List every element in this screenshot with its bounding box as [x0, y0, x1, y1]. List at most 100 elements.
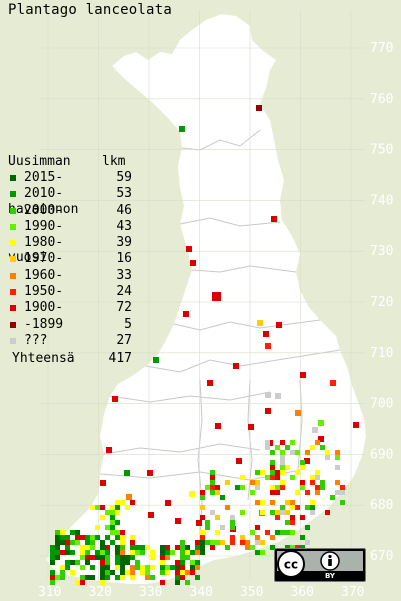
occurrence-square [125, 505, 130, 510]
occurrence-square [130, 565, 135, 570]
y-tick-label: 710 [370, 346, 393, 361]
occurrence-square [105, 550, 110, 555]
occurrence-square [95, 525, 100, 530]
occurrence-square [120, 540, 125, 545]
occurrence-square [100, 575, 105, 580]
occurrence-square [85, 560, 90, 565]
occurrence-square [115, 555, 120, 560]
occurrence-square [65, 560, 70, 565]
occurrence-square [210, 485, 215, 490]
occurrence-square [110, 540, 115, 545]
occurrence-square [115, 510, 120, 515]
occurrence-square [85, 555, 90, 560]
occurrence-square [250, 530, 255, 535]
occurrence-square [115, 550, 120, 555]
occurrence-square [245, 540, 250, 545]
occurrence-square [236, 458, 242, 464]
occurrence-square [130, 570, 135, 575]
cc-by-license-badge[interactable]: cc BY [274, 548, 366, 582]
occurrence-square [145, 545, 150, 550]
x-axis-ticks: 310 320 330 340 350 360 370 [38, 585, 364, 600]
y-tick-label: 720 [370, 295, 393, 310]
y-tick-label: 670 [370, 549, 393, 564]
occurrence-square [210, 475, 215, 480]
x-tick-label: 310 [38, 585, 61, 600]
occurrence-square [105, 565, 110, 570]
occurrence-square [265, 408, 271, 414]
occurrence-square [190, 565, 195, 570]
legend-period: 1970- [24, 251, 64, 267]
legend-period: 1950- [24, 284, 64, 300]
occurrence-square [95, 555, 100, 560]
occurrence-square [65, 540, 70, 545]
occurrence-square [215, 530, 220, 535]
occurrence-square [230, 525, 235, 530]
occurrence-square [160, 560, 165, 565]
occurrence-square [270, 545, 275, 550]
occurrence-square [65, 550, 70, 555]
occurrence-square [100, 550, 105, 555]
y-tick-label: 760 [370, 92, 393, 107]
occurrence-square [115, 530, 120, 535]
x-tick-label: 340 [190, 585, 213, 600]
legend-period: 1990- [24, 218, 64, 234]
occurrence-square [65, 545, 70, 550]
occurrence-square [130, 550, 135, 555]
occurrence-square [276, 322, 282, 328]
occurrence-square [271, 216, 277, 222]
occurrence-square [85, 540, 90, 545]
occurrence-square [115, 535, 120, 540]
occurrence-square [60, 570, 65, 575]
occurrence-square [195, 565, 200, 570]
occurrence-square [55, 535, 60, 540]
occurrence-square [60, 550, 65, 555]
occurrence-square [175, 570, 180, 575]
occurrence-square [285, 520, 290, 525]
occurrence-square [140, 570, 145, 575]
occurrence-square [85, 545, 90, 550]
occurrence-square [153, 357, 159, 363]
occurrence-square [230, 540, 235, 545]
occurrence-square [200, 505, 205, 510]
legend-row: 2000- 46 [8, 203, 132, 219]
occurrence-square [130, 555, 135, 560]
occurrence-square [330, 495, 335, 500]
legend: Uusimman havainnon vuosi lkm 2015- 59 2010… [8, 122, 132, 367]
occurrence-square [265, 475, 270, 480]
x-tick-label: 320 [89, 585, 112, 600]
occurrence-square [189, 491, 195, 497]
occurrence-square [140, 545, 145, 550]
occurrence-square [70, 570, 75, 575]
legend-count: 5 [124, 316, 132, 332]
occurrence-square [300, 515, 305, 520]
legend-count: 53 [116, 186, 132, 202]
occurrence-square [315, 475, 320, 480]
occurrence-square [160, 545, 165, 550]
occurrence-square [340, 485, 345, 490]
occurrence-square [318, 436, 324, 442]
occurrence-square [100, 480, 106, 486]
occurrence-square [335, 480, 340, 485]
occurrence-square [55, 575, 60, 580]
occurrence-square [270, 500, 275, 505]
legend-rows: 2015- 59 2010- 53 2000- 46 1990- 43 1980- 39 1970-… [8, 170, 132, 349]
y-tick-label: 680 [370, 498, 393, 513]
legend-period: 1960- [24, 267, 64, 283]
occurrence-square [290, 500, 295, 505]
occurrence-square [225, 480, 230, 485]
occurrence-square [305, 505, 310, 510]
occurrence-square [100, 545, 105, 550]
occurrence-square [130, 575, 135, 580]
legend-count: 72 [116, 300, 132, 316]
occurrence-square [330, 380, 336, 386]
occurrence-square [295, 505, 300, 510]
occurrence-square [315, 470, 320, 475]
legend-count: 43 [116, 218, 132, 234]
occurrence-square [185, 570, 190, 575]
occurrence-square [275, 515, 280, 520]
occurrence-square [225, 545, 230, 550]
occurrence-square [285, 545, 290, 550]
occurrence-square [295, 410, 301, 416]
legend-row: 1900- 72 [8, 300, 132, 316]
